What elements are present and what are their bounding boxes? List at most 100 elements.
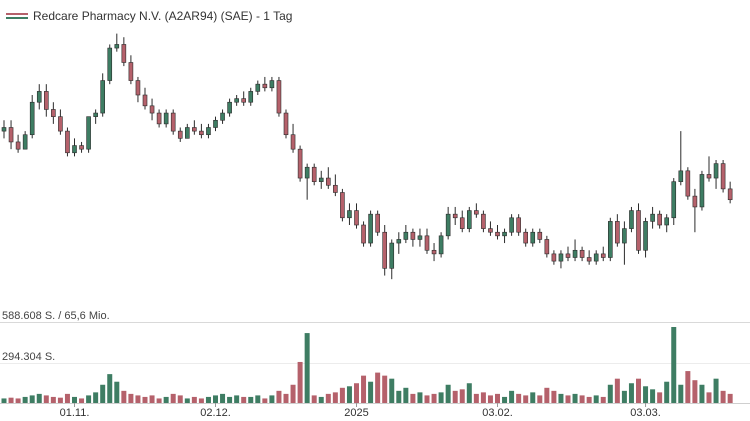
volume-bar	[318, 396, 324, 403]
candle-body	[107, 47, 113, 81]
candle-body	[650, 213, 655, 222]
candle-body	[403, 231, 409, 240]
candle-body	[727, 188, 733, 201]
candle-body	[615, 221, 620, 244]
volume-bar	[121, 390, 127, 403]
volume-bar	[544, 387, 550, 403]
candle-body	[481, 213, 486, 229]
volume-bar	[64, 393, 70, 403]
candle-body	[347, 210, 352, 219]
volume-bar	[142, 396, 148, 403]
volume-bar	[403, 387, 409, 403]
volume-bar	[191, 396, 197, 403]
candle-body	[234, 98, 239, 103]
legend-line-icon	[6, 13, 28, 19]
candle-body	[333, 184, 338, 193]
candle-body	[706, 174, 712, 179]
volume-bar	[579, 395, 585, 403]
volume-bar	[50, 396, 56, 403]
candle-body	[382, 231, 388, 269]
volume-bar	[664, 381, 670, 403]
volume-bar	[290, 384, 296, 403]
candle-body	[72, 145, 77, 154]
volume-bar	[593, 395, 599, 403]
candle-body	[262, 83, 268, 89]
candle-body	[241, 98, 246, 103]
candle-body	[255, 83, 261, 92]
volume-bar	[93, 392, 99, 403]
volume-bar	[487, 395, 493, 403]
volume-bar	[650, 389, 656, 403]
candle-body	[156, 112, 162, 125]
volume-bar	[445, 384, 451, 403]
candle-body	[100, 80, 105, 114]
volume-series	[1, 327, 733, 403]
volume-bar	[643, 386, 649, 403]
volume-bar	[396, 390, 402, 403]
candle-body	[8, 127, 14, 143]
volume-bar	[530, 392, 536, 403]
chart-legend: Redcare Pharmacy N.V. (A2AR94) (SAE) - 1…	[6, 8, 292, 24]
candle-body	[43, 91, 49, 110]
x-tick-label: 01.11.	[60, 407, 90, 419]
volume-bar	[466, 383, 472, 403]
candle-body	[142, 94, 148, 107]
volume-bar	[417, 392, 423, 403]
volume-bar	[22, 396, 28, 403]
candle-body	[220, 112, 225, 121]
volume-bar	[685, 371, 691, 403]
candle-body	[51, 109, 56, 117]
candle-body	[36, 91, 42, 103]
volume-bar	[678, 384, 684, 403]
candle-body	[544, 239, 550, 255]
volume-bar	[699, 384, 705, 403]
volume-bar	[170, 393, 176, 403]
volume-bar	[43, 395, 49, 403]
volume-bar	[220, 393, 226, 403]
candle-body	[128, 62, 134, 81]
volume-bar	[410, 393, 416, 403]
candle-body	[79, 145, 84, 150]
candle-body	[551, 253, 557, 262]
volume-bar	[36, 393, 42, 403]
candle-body	[466, 210, 472, 229]
candle-body	[1, 127, 7, 132]
candle-body	[389, 242, 395, 269]
candle-body	[269, 80, 275, 89]
candle-body	[192, 127, 197, 132]
candle-body	[459, 217, 465, 229]
volume-bar	[600, 396, 606, 403]
candle-body	[396, 239, 402, 244]
volume-bar	[177, 395, 183, 403]
volume-bar	[614, 378, 620, 403]
candle-body	[720, 163, 726, 190]
volume-bar	[671, 327, 677, 403]
volume-bar	[431, 393, 437, 403]
volume-bar	[297, 361, 303, 403]
candle-body	[121, 44, 127, 63]
chart-title: Redcare Pharmacy N.V. (A2AR94) (SAE) - 1…	[33, 9, 293, 23]
candle-body	[297, 148, 303, 179]
volume-bar	[325, 393, 331, 403]
volume-bar	[205, 396, 211, 403]
candle-body	[452, 213, 458, 219]
volume-bar	[72, 396, 77, 403]
candle-body	[636, 210, 641, 251]
volume-bar	[565, 395, 571, 403]
volume-bar	[57, 397, 63, 403]
candle-body	[276, 80, 282, 114]
candle-body	[622, 228, 627, 244]
volume-bar	[304, 333, 310, 403]
candle-body	[170, 112, 176, 132]
candle-body	[340, 192, 345, 219]
candle-body	[185, 127, 190, 139]
volume-bar	[332, 392, 338, 403]
candle-body	[325, 177, 331, 186]
candle-body	[671, 181, 677, 219]
volume-bar	[558, 393, 564, 403]
volume-max-label: 588.608 S. / 65,6 Mio.	[2, 310, 110, 322]
candlestick-series	[1, 33, 733, 280]
candle-body	[206, 127, 211, 136]
volume-bar	[262, 398, 268, 403]
volume-bar	[523, 395, 529, 403]
